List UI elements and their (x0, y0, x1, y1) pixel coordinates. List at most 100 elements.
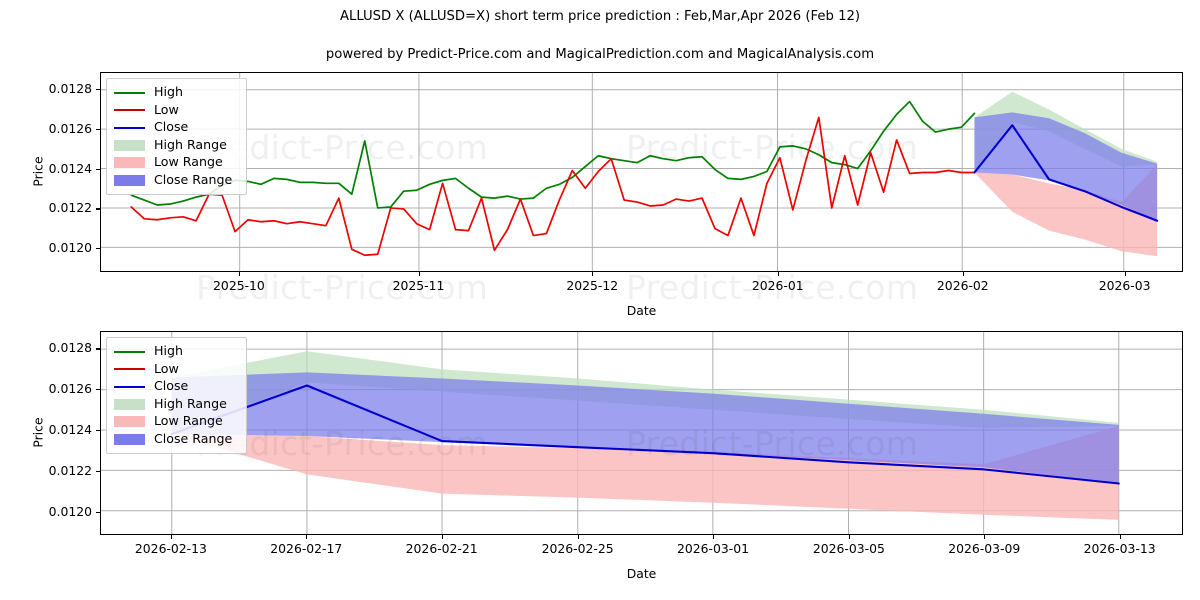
x-tick-label: 2026-02 (936, 278, 989, 293)
legend-item-label: High (154, 343, 183, 359)
legend-patch-swatch-icon (114, 398, 145, 410)
x-tick-mark (418, 272, 420, 276)
legend-item-label: Close (154, 119, 189, 135)
legend-item-label: High Range (154, 395, 227, 411)
y-tick-mark (96, 389, 100, 391)
band-low-range (171, 425, 1119, 520)
page-subtitle: powered by Predict-Price.com and Magical… (325, 47, 875, 62)
legend-line-swatch-icon (114, 126, 145, 129)
legend-patch-swatch-icon (114, 157, 145, 169)
band-close-range (171, 372, 1119, 484)
x-tick-label: 2026-02-13 (134, 541, 207, 556)
legend-patch-swatch-icon (114, 139, 145, 151)
bottom-chart-legend-item-close[interactable]: Close (114, 378, 237, 396)
y-tick-label: 0.0126 (48, 120, 92, 136)
legend-line-swatch-icon (114, 91, 145, 94)
y-tick-mark (96, 348, 100, 350)
legend-item-label: High (154, 84, 183, 100)
band-close-range (974, 112, 1158, 221)
x-tick-mark (777, 272, 779, 276)
bottom-chart-legend-item-high[interactable]: High (114, 343, 237, 361)
band-low-range (974, 164, 1158, 257)
x-tick-label: 2025-12 (566, 278, 619, 293)
legend-item-label: Close Range (154, 171, 233, 187)
series-line-low (131, 117, 974, 255)
x-tick-label: 2026-03-01 (676, 541, 749, 556)
x-tick-mark (306, 535, 308, 539)
x-tick-mark (441, 535, 443, 539)
x-tick-mark (984, 535, 986, 539)
legend-item-label: Close (154, 378, 189, 394)
legend-item-label: Low (154, 360, 179, 376)
series-line-close (172, 386, 1119, 484)
y-tick-mark (96, 248, 100, 250)
bottom-chart-plot-area (100, 331, 1183, 535)
page-title: ALLUSD X (ALLUSD=X) short term price pre… (339, 9, 861, 24)
top-chart-legend-item-close[interactable]: Close (114, 119, 237, 137)
x-tick-mark (238, 272, 241, 276)
top-chart-legend[interactable]: High Low Close High Range Low Range Close Ran… (106, 78, 247, 195)
series-line-close (974, 125, 1157, 221)
y-tick-label: 0.0120 (48, 240, 92, 256)
x-tick-mark (848, 535, 851, 539)
legend-patch-swatch-icon (114, 433, 145, 445)
legend-item-label: Low (154, 101, 179, 117)
bottom-chart-svg (101, 332, 1182, 534)
bottom-chart-legend-item-high-range[interactable]: High Range (114, 396, 237, 414)
bottom-chart-legend[interactable]: High Low Close High Range Low Range Close Ran… (106, 337, 247, 454)
x-tick-label: 2026-01 (751, 278, 804, 293)
legend-line-swatch-icon (114, 109, 145, 112)
legend-item-label: High Range (154, 136, 227, 152)
x-tick-mark (170, 535, 173, 539)
top-chart-legend-item-high[interactable]: High (114, 84, 237, 102)
legend-patch-swatch-icon (114, 174, 145, 186)
y-tick-label: 0.0124 (48, 160, 92, 176)
bottom-chart-x-axis-label: Date (626, 566, 657, 581)
x-tick-mark (577, 535, 579, 539)
x-tick-label: 2026-02-25 (541, 541, 614, 556)
bottom-chart-legend-item-low-range[interactable]: Low Range (114, 413, 237, 431)
x-tick-label: 2025-10 (213, 278, 265, 293)
x-tick-mark (712, 535, 715, 539)
bottom-chart-legend-item-low[interactable]: Low (114, 361, 237, 379)
x-tick-mark (1119, 535, 1121, 539)
y-tick-mark (96, 470, 100, 472)
x-tick-label: 2026-02-21 (405, 541, 478, 556)
y-tick-label: 0.0128 (48, 80, 92, 96)
series-line-high (131, 102, 974, 208)
top-chart-legend-item-low-range[interactable]: Low Range (114, 154, 237, 172)
x-tick-label: 2026-03-05 (812, 541, 885, 556)
top-chart-legend-item-close-range[interactable]: Close Range (114, 172, 237, 190)
top-chart-svg (101, 73, 1182, 271)
bottom-chart-legend-item-close-range[interactable]: Close Range (114, 431, 237, 449)
y-tick-mark (96, 128, 100, 130)
y-tick-mark (96, 168, 100, 170)
x-tick-label: 2026-03 (1098, 278, 1151, 293)
x-tick-label: 2026-03-09 (948, 541, 1021, 556)
legend-patch-swatch-icon (114, 416, 145, 428)
y-tick-mark (96, 429, 100, 432)
x-tick-mark (962, 272, 964, 276)
x-tick-label: 2026-03-13 (1083, 541, 1156, 556)
y-tick-mark (96, 208, 100, 210)
legend-line-swatch-icon (114, 385, 145, 388)
legend-line-swatch-icon (114, 350, 145, 353)
y-tick-label: 0.0122 (48, 462, 92, 478)
x-tick-label: 2025-11 (392, 278, 445, 293)
y-tick-label: 0.0120 (48, 503, 92, 519)
x-tick-mark (1124, 272, 1126, 276)
y-tick-label: 0.0128 (48, 340, 92, 356)
top-chart-legend-item-high-range[interactable]: High Range (114, 137, 237, 155)
y-tick-label: 0.0126 (48, 381, 92, 397)
legend-item-label: Close Range (154, 430, 233, 446)
legend-item-label: Low Range (154, 413, 223, 429)
x-tick-label: 2026-02-17 (270, 541, 343, 556)
x-tick-mark (592, 272, 594, 276)
top-chart-x-axis-label: Date (626, 303, 657, 318)
top-chart-legend-item-low[interactable]: Low (114, 102, 237, 120)
y-tick-label: 0.0122 (48, 200, 92, 216)
top-chart-plot-area (100, 72, 1183, 272)
y-tick-mark (96, 88, 100, 91)
y-tick-mark (96, 511, 100, 513)
